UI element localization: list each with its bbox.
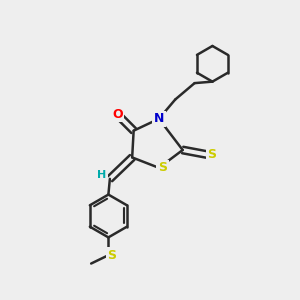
Text: S: S [158, 161, 167, 174]
Text: N: N [154, 112, 164, 125]
Text: S: S [107, 249, 116, 262]
Text: S: S [207, 148, 216, 161]
Text: H: H [97, 170, 106, 180]
Text: O: O [112, 108, 123, 121]
